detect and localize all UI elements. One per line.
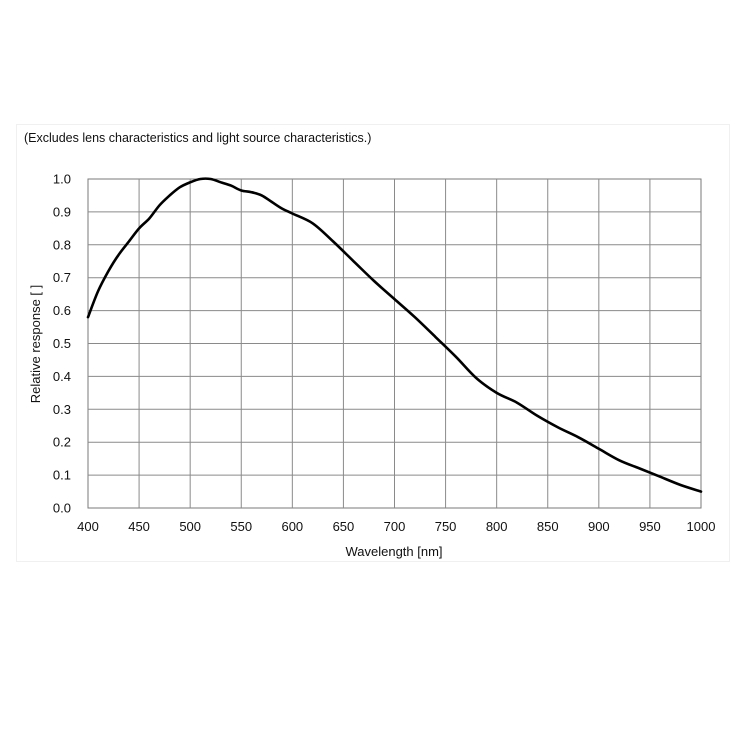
y-tick-label: 0.1: [53, 468, 71, 483]
x-axis-label: Wavelength [nm]: [345, 544, 442, 559]
x-tick-label: 500: [179, 519, 201, 534]
y-tick-label: 0.5: [53, 336, 71, 351]
grid: [87, 178, 702, 509]
y-tick-label: 0.0: [53, 501, 71, 516]
x-tick-label: 450: [128, 519, 150, 534]
y-tick-label: 0.8: [53, 237, 71, 252]
y-tick-label: 0.9: [53, 204, 71, 219]
x-axis-ticks: 400 450 500 550 600 650 700 750 800 850 900 950 1000: [77, 519, 715, 534]
y-tick-label: 0.7: [53, 270, 71, 285]
x-tick-label: 800: [486, 519, 508, 534]
x-tick-label: 700: [384, 519, 406, 534]
x-tick-label: 1000: [687, 519, 716, 534]
chart-note: (Excludes lens characteristics and light…: [24, 131, 372, 145]
x-tick-label: 900: [588, 519, 610, 534]
y-axis-label: Relative response [ ]: [28, 285, 43, 404]
y-tick-label: 1.0: [53, 172, 71, 187]
x-tick-label: 850: [537, 519, 559, 534]
y-tick-label: 0.2: [53, 435, 71, 450]
y-tick-label: 0.3: [53, 402, 71, 417]
x-tick-label: 650: [333, 519, 355, 534]
y-tick-label: 0.6: [53, 303, 71, 318]
y-axis-ticks: 0.0 0.1 0.2 0.3 0.4 0.5 0.6 0.7 0.8 0.9 1.0: [53, 172, 71, 516]
x-tick-label: 400: [77, 519, 99, 534]
response-curve: [86, 177, 703, 493]
x-tick-label: 550: [230, 519, 252, 534]
y-tick-label: 0.4: [53, 369, 71, 384]
x-tick-label: 950: [639, 519, 661, 534]
x-tick-label: 600: [281, 519, 303, 534]
x-tick-label: 750: [435, 519, 457, 534]
